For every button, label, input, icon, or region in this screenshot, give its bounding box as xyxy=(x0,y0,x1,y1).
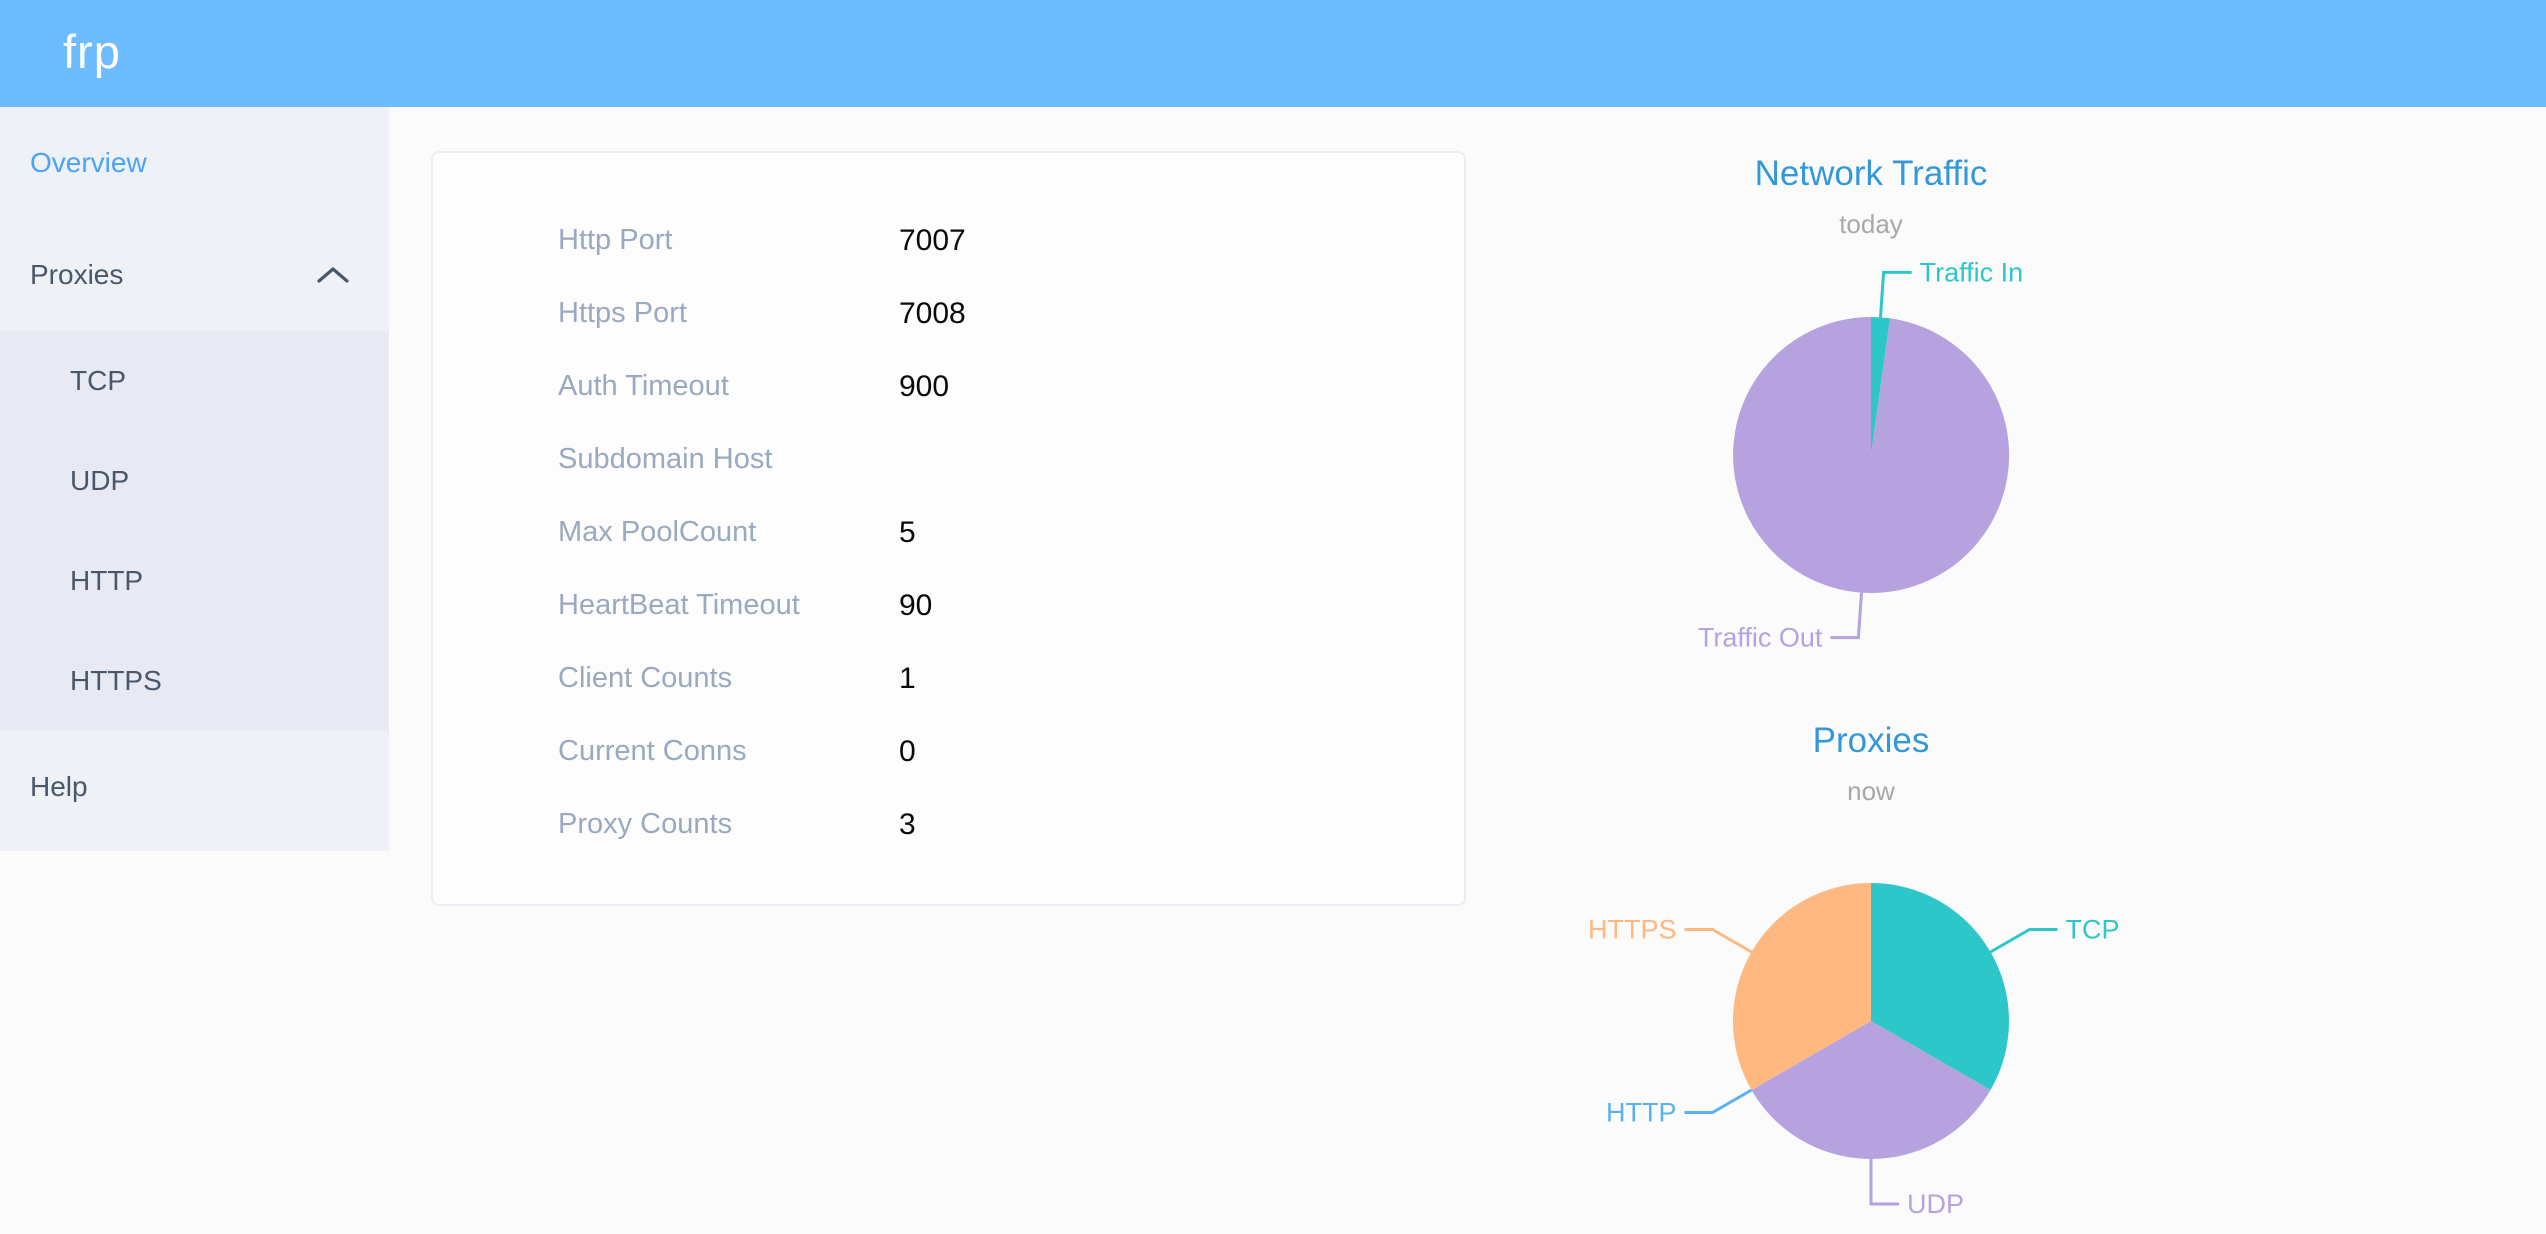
pie-label-line-traffic-out xyxy=(1830,592,1863,640)
info-label: Subdomain Host xyxy=(558,443,773,475)
info-value: 0 xyxy=(899,734,916,768)
proxies-pie-chart: TCP UDP HTTP HTTPS xyxy=(1588,883,2120,1219)
sidebar-item-udp-label: UDP xyxy=(70,465,130,496)
network-traffic-chart-header: Network Traffic today xyxy=(1466,152,2276,242)
pie-label-line-http xyxy=(1684,1088,1753,1114)
chart-subtitle: today xyxy=(1839,209,1903,239)
proxies-chart-header: Proxies now xyxy=(1466,719,2276,809)
sidebar: Overview Proxies TCP UDP HTTP HTTPS Help xyxy=(0,107,389,851)
pie-slice-traffic-out[interactable] xyxy=(1733,317,2010,593)
pie-slice-traffic-in[interactable] xyxy=(1871,316,1890,455)
pie-label-line-traffic-in xyxy=(1879,270,1912,318)
pie-label-http: HTTP xyxy=(1606,1098,1677,1128)
pie-label-traffic-out: Traffic Out xyxy=(1698,623,1823,653)
sidebar-item-https[interactable]: HTTPS xyxy=(0,631,389,731)
info-value: 900 xyxy=(899,369,950,403)
sidebar-item-proxies[interactable]: Proxies xyxy=(0,219,389,331)
chart-title: Network Traffic xyxy=(1754,154,1988,193)
proxies-submenu: TCP UDP HTTP HTTPS xyxy=(0,331,389,731)
info-value: 3 xyxy=(899,807,916,841)
info-label: Proxy Counts xyxy=(558,808,733,840)
pie-label-line-tcp xyxy=(1989,928,2058,954)
pie-label-udp: UDP xyxy=(1907,1189,1964,1219)
pie-label-tcp: TCP xyxy=(2066,915,2120,945)
server-info-card: Http Port 7007 Https Port 7008 Auth Time… xyxy=(431,151,1466,906)
pie-label-https: HTTPS xyxy=(1588,915,1677,945)
pie-label-traffic-in: Traffic In xyxy=(1920,257,2024,287)
app-logo: frp xyxy=(63,25,121,78)
sidebar-item-overview-label: Overview xyxy=(30,147,147,178)
sidebar-item-https-label: HTTPS xyxy=(70,665,162,696)
sidebar-item-udp[interactable]: UDP xyxy=(0,431,389,531)
info-row: Subdomain Host xyxy=(433,423,1464,496)
sidebar-item-http[interactable]: HTTP xyxy=(0,531,389,631)
chevron-up-icon[interactable] xyxy=(315,264,351,286)
sidebar-item-http-label: HTTP xyxy=(70,565,144,596)
info-row: Auth Timeout 900 xyxy=(433,350,1464,423)
pie-slice-https[interactable] xyxy=(1733,883,1871,1090)
sidebar-item-overview[interactable]: Overview xyxy=(0,107,389,219)
info-label: Max PoolCount xyxy=(558,516,757,548)
info-label: Https Port xyxy=(558,297,687,329)
info-label: Auth Timeout xyxy=(558,370,729,402)
info-label: HeartBeat Timeout xyxy=(558,589,800,621)
info-label: Client Counts xyxy=(558,662,733,694)
info-row: Https Port 7008 xyxy=(433,277,1464,350)
info-row: Http Port 7007 xyxy=(433,204,1464,277)
chart-title: Proxies xyxy=(1812,721,1930,760)
sidebar-item-proxies-label: Proxies xyxy=(30,259,124,290)
pie-slice-udp[interactable] xyxy=(1751,1021,1991,1159)
info-row: Current Conns 0 xyxy=(433,715,1464,788)
sidebar-item-tcp-label: TCP xyxy=(70,365,126,396)
info-value: 90 xyxy=(899,588,933,622)
sidebar-item-tcp[interactable]: TCP xyxy=(0,331,389,431)
info-value: 7008 xyxy=(899,296,966,330)
info-row: HeartBeat Timeout 90 xyxy=(433,569,1464,642)
info-value: 5 xyxy=(899,515,916,549)
pie-label-line-udp xyxy=(1869,1159,1899,1206)
chart-subtitle: now xyxy=(1847,776,1895,806)
info-value: 1 xyxy=(899,661,916,695)
sidebar-item-help-label: Help xyxy=(30,771,88,802)
pie-label-line-https xyxy=(1684,928,1753,954)
info-value: 7007 xyxy=(899,223,966,257)
info-label: Http Port xyxy=(558,224,673,256)
info-row: Client Counts 1 xyxy=(433,642,1464,715)
network-traffic-pie-chart: Traffic In Traffic Out xyxy=(1698,257,2024,653)
info-row: Max PoolCount 5 xyxy=(433,496,1464,569)
info-row: Proxy Counts 3 xyxy=(433,788,1464,861)
app-header: frp xyxy=(0,0,2546,107)
info-label: Current Conns xyxy=(558,735,747,767)
sidebar-item-help[interactable]: Help xyxy=(0,731,389,843)
pie-slice-tcp[interactable] xyxy=(1871,883,2009,1090)
